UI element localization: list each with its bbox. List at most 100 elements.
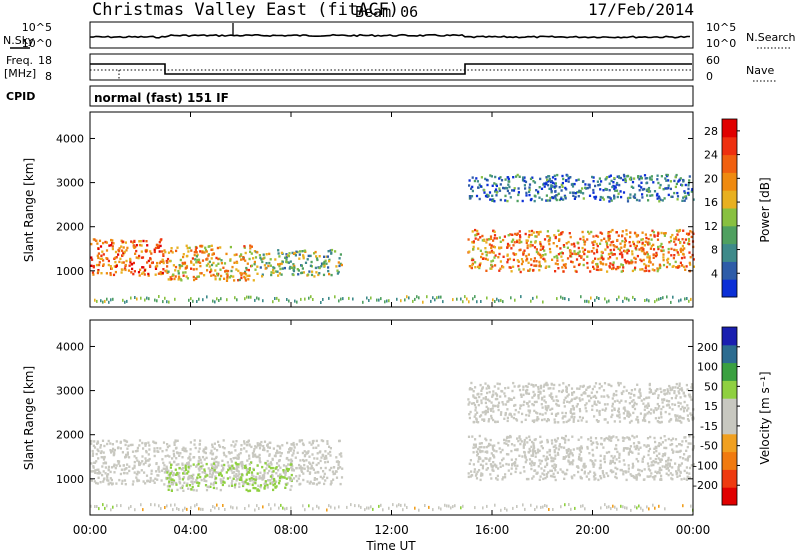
heatmap-cell <box>185 450 188 453</box>
heatmap-cell <box>338 439 341 443</box>
cpid-value: normal (fast) 151 IF <box>94 91 229 105</box>
heatmap-cell <box>475 418 478 421</box>
heatmap-cell <box>109 470 112 474</box>
heatmap-cell <box>310 464 313 467</box>
heatmap-cell <box>525 194 528 197</box>
heatmap-cell <box>287 261 290 264</box>
heatmap-cell <box>490 244 493 247</box>
colorbar-swatch <box>722 416 737 435</box>
heatmap-cell <box>258 254 261 257</box>
heatmap-cell <box>550 383 553 386</box>
heatmap-cell <box>525 254 528 258</box>
heatmap-cell <box>314 471 317 474</box>
heatmap-cell <box>564 263 567 266</box>
heatmap-cell <box>645 181 648 185</box>
heatmap-cell <box>673 403 677 406</box>
heatmap-cell <box>689 263 692 266</box>
heatmap-cell <box>473 403 477 407</box>
heatmap-cell <box>516 240 519 244</box>
heatmap-cell <box>467 435 471 438</box>
heatmap-cell <box>236 261 239 264</box>
heatmap-cell <box>486 183 489 187</box>
heatmap-cell <box>318 266 321 270</box>
heatmap-cell <box>600 254 603 257</box>
heatmap-cell <box>544 459 548 462</box>
heatmap-cell <box>508 185 511 189</box>
heatmap-cell <box>112 297 114 301</box>
velocity-heatmap-cells <box>90 381 695 512</box>
heatmap-cell <box>287 458 290 462</box>
heatmap-cell <box>491 250 494 254</box>
heatmap-cell <box>660 413 663 416</box>
heatmap-cell <box>571 393 574 396</box>
heatmap-cell <box>616 175 619 178</box>
heatmap-cell <box>145 250 148 253</box>
heatmap-cell <box>648 299 650 303</box>
heatmap-cell <box>637 468 640 471</box>
heatmap-cell <box>560 390 564 394</box>
heatmap-cell <box>460 297 462 301</box>
heatmap-cell <box>614 472 618 475</box>
heatmap-cell <box>574 506 576 510</box>
heatmap-cell <box>277 263 280 266</box>
heatmap-cell <box>280 503 282 507</box>
heatmap-cell <box>621 253 624 257</box>
heatmap-cell <box>481 450 484 453</box>
heatmap-cell <box>470 266 473 269</box>
heatmap-cell <box>201 259 205 262</box>
heatmap-cell <box>523 179 526 183</box>
heatmap-cell <box>171 474 174 477</box>
freq-label-2: [MHz] <box>4 67 36 80</box>
heatmap-cell <box>629 244 632 248</box>
heatmap-cell <box>535 264 538 267</box>
heatmap-cell <box>199 466 202 469</box>
heatmap-cell <box>505 442 508 445</box>
heatmap-cell <box>516 259 519 262</box>
heatmap-cell <box>178 508 180 511</box>
heatmap-cell <box>681 440 684 443</box>
heatmap-cell <box>524 454 527 457</box>
heatmap-cell <box>301 250 304 253</box>
heatmap-cell <box>323 456 326 460</box>
heatmap-cell <box>248 477 251 481</box>
heatmap-cell <box>509 435 512 439</box>
heatmap-cell <box>582 235 585 239</box>
heatmap-cell <box>493 237 496 240</box>
heatmap-cell <box>237 457 240 460</box>
heatmap-cell <box>682 407 685 410</box>
heatmap-cell <box>595 409 599 412</box>
heatmap-cell <box>266 464 269 467</box>
heatmap-cell <box>494 397 497 401</box>
heatmap-cell <box>137 460 141 464</box>
heatmap-cell <box>638 189 641 192</box>
heatmap-cell <box>107 465 110 469</box>
heatmap-cell <box>450 506 452 510</box>
heatmap-cell <box>102 458 106 461</box>
heatmap-cell <box>240 448 243 451</box>
heatmap-cell <box>268 465 271 468</box>
heatmap-cell <box>162 300 164 304</box>
heatmap-cell <box>188 474 191 478</box>
heatmap-cell <box>270 463 273 466</box>
heatmap-cell <box>476 229 479 233</box>
heatmap-cell <box>585 420 588 423</box>
heatmap-cell <box>97 449 100 453</box>
heatmap-cell <box>164 250 167 254</box>
heatmap-cell <box>681 199 684 202</box>
heatmap-cell <box>476 400 479 403</box>
heatmap-cell <box>252 481 255 484</box>
heatmap-cell <box>633 268 636 271</box>
heatmap-cell <box>578 446 581 450</box>
heatmap-cell <box>541 247 544 251</box>
heatmap-cell <box>322 273 326 277</box>
heatmap-cell <box>517 193 520 197</box>
heatmap-cell <box>140 469 143 472</box>
heatmap-cell <box>507 469 510 472</box>
heatmap-cell <box>550 395 553 399</box>
heatmap-cell <box>659 411 663 414</box>
heatmap-cell <box>545 455 548 459</box>
heatmap-cell <box>600 506 602 510</box>
noise-panel-frame <box>89 21 694 49</box>
heatmap-cell <box>686 457 690 460</box>
heatmap-cell <box>547 175 550 178</box>
